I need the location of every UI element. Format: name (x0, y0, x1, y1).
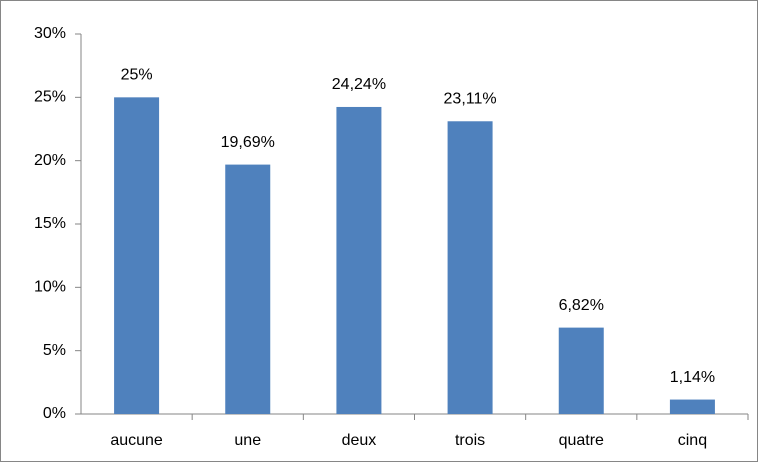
data-label: 23,11% (444, 90, 497, 107)
x-tick-label: aucune (110, 432, 163, 449)
y-tick-label: 30% (34, 25, 66, 42)
bar (225, 164, 271, 414)
x-tick-label: deux (342, 432, 377, 449)
y-tick-label: 5% (43, 342, 66, 359)
bar (336, 106, 382, 415)
y-tick-label: 25% (34, 89, 66, 106)
data-label: 1,14% (670, 369, 715, 386)
y-tick-label: 15% (34, 215, 66, 232)
data-label: 19,69% (221, 134, 275, 151)
x-tick-label: cinq (678, 432, 707, 449)
x-tick-label: trois (455, 432, 485, 449)
y-tick-label: 10% (34, 279, 66, 296)
data-label: 6,82% (559, 297, 604, 314)
bar (669, 399, 715, 414)
bar (558, 327, 604, 414)
x-tick-label: quatre (559, 432, 604, 449)
bar (114, 97, 160, 414)
x-tick-label: une (234, 432, 261, 449)
bar (447, 121, 493, 415)
y-tick-label: 20% (34, 152, 66, 169)
data-label: 25% (121, 67, 153, 84)
data-label: 24,24% (332, 76, 386, 93)
y-tick-label: 0% (43, 405, 66, 422)
